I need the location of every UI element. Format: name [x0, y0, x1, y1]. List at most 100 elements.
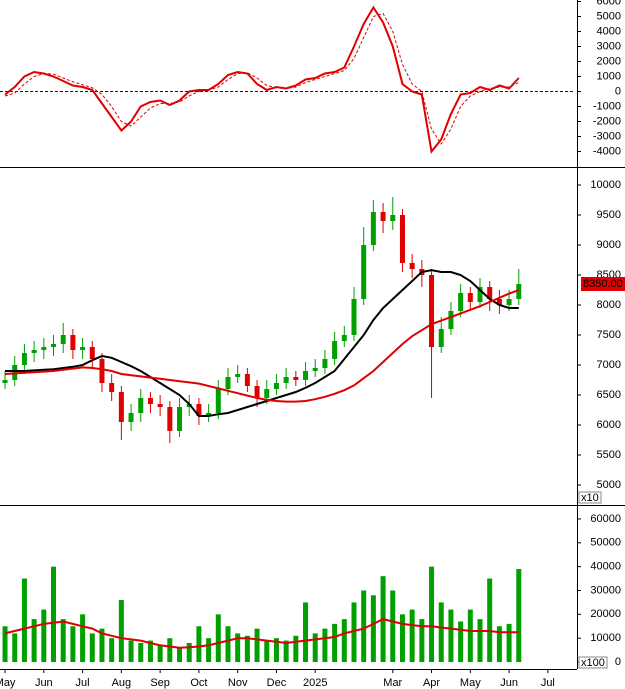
volume-bar: [332, 623, 338, 663]
candle-body: [332, 341, 338, 359]
candle-body: [89, 347, 95, 359]
candle-body: [99, 359, 105, 383]
volume-bar: [21, 578, 27, 663]
volume-bar: [215, 614, 221, 663]
volume-bar: [31, 619, 37, 663]
candle-body: [235, 374, 241, 377]
volume-bar: [12, 633, 18, 663]
volume-bar: [186, 642, 192, 663]
volume-bar: [370, 595, 376, 663]
candle-body: [496, 299, 502, 305]
candle-body: [138, 398, 144, 413]
candle-body: [303, 371, 309, 380]
y-tick-label: 3000: [597, 40, 621, 52]
candle-body: [361, 245, 367, 299]
volume-bar: [516, 569, 522, 663]
candle-body: [283, 377, 289, 383]
y-tick-label: -2000: [593, 115, 621, 127]
candle-body: [351, 299, 357, 335]
volume-bar: [419, 619, 425, 663]
y-tick-label: 7000: [597, 359, 621, 371]
x-tick-label: Sep: [150, 677, 170, 689]
candle-body: [429, 275, 435, 347]
volume-bar: [341, 619, 347, 663]
candle-body: [370, 212, 376, 245]
volume-bar: [128, 640, 134, 663]
line: [5, 269, 519, 417]
volume-bar: [254, 628, 260, 663]
x-tick-label: Nov: [228, 677, 248, 689]
candle-body: [167, 407, 173, 431]
volume-bar: [448, 609, 454, 663]
x-tick-label: Aug: [112, 677, 132, 689]
volume-bar: [2, 626, 8, 663]
y-tick-label: 4000: [597, 25, 621, 37]
volume-bar: [487, 578, 493, 663]
line: [4, 618, 519, 649]
candle-body: [399, 215, 405, 263]
volume-bar: [361, 590, 367, 663]
y-tick-label: 0: [615, 85, 621, 97]
last-price-label: 8350.00: [583, 278, 623, 290]
x-tick-label: 2025: [303, 677, 327, 689]
y-tick-label: 30000: [590, 584, 621, 596]
candle-body: [41, 347, 47, 350]
x-tick-label: May: [0, 677, 16, 689]
volume-bar: [244, 635, 250, 663]
y-tick-label: 8000: [597, 299, 621, 311]
volume-bar: [177, 647, 183, 663]
candle-body: [128, 413, 134, 422]
volume-bar: [41, 609, 47, 663]
y-tick-label: 6000: [597, 419, 621, 431]
candle-body: [80, 347, 86, 350]
last-price-box: [581, 277, 625, 291]
candle-body: [2, 380, 8, 383]
candle-body: [409, 263, 415, 269]
candle-body: [467, 293, 473, 302]
volume-bar: [80, 614, 86, 663]
x-tick-label: Apr: [423, 677, 440, 689]
volume-bar: [506, 623, 512, 663]
y-tick-label: 10000: [590, 179, 621, 191]
candle-body: [51, 344, 57, 347]
candle-body: [273, 383, 279, 389]
volume-bar: [225, 626, 231, 663]
y-tick-label: 7500: [597, 329, 621, 341]
candle-body: [70, 335, 76, 350]
volume-bar: [235, 633, 241, 663]
candle-body: [380, 212, 386, 221]
y-tick-label: 9500: [597, 209, 621, 221]
candle-body: [60, 335, 66, 344]
volume-bar: [167, 638, 173, 663]
volume-bar: [312, 633, 318, 663]
volume-bar: [99, 628, 105, 663]
candle-body: [118, 392, 124, 422]
candle-body: [293, 377, 299, 380]
volume-bar: [467, 609, 473, 663]
x-tick-label: Jun: [500, 677, 518, 689]
volume-bar: [390, 590, 396, 663]
volume-bar: [196, 626, 202, 663]
line: [4, 5, 520, 154]
candle-body: [516, 284, 522, 299]
x-tick-label: Jul: [76, 677, 90, 689]
y-tick-label: -3000: [593, 130, 621, 142]
y-tick-label: 10000: [590, 632, 621, 644]
volume-bar: [273, 638, 279, 663]
candle-body: [312, 368, 318, 371]
candle-body: [21, 353, 27, 365]
candle-body: [390, 215, 396, 221]
volume-bar: [147, 640, 153, 663]
x-tick-label: Dec: [267, 677, 287, 689]
x-tick-label: Jun: [35, 677, 53, 689]
volume-bar: [60, 619, 66, 663]
candle-body: [31, 350, 37, 353]
candle-body: [177, 407, 183, 431]
volume-bar: [264, 640, 270, 663]
y-tick-label: -1000: [593, 100, 621, 112]
y-tick-label: 9000: [597, 239, 621, 251]
y-tick-label: 5000: [597, 479, 621, 491]
volume-bar: [399, 614, 405, 663]
candle-body: [438, 329, 444, 347]
volume-bar: [283, 640, 289, 663]
